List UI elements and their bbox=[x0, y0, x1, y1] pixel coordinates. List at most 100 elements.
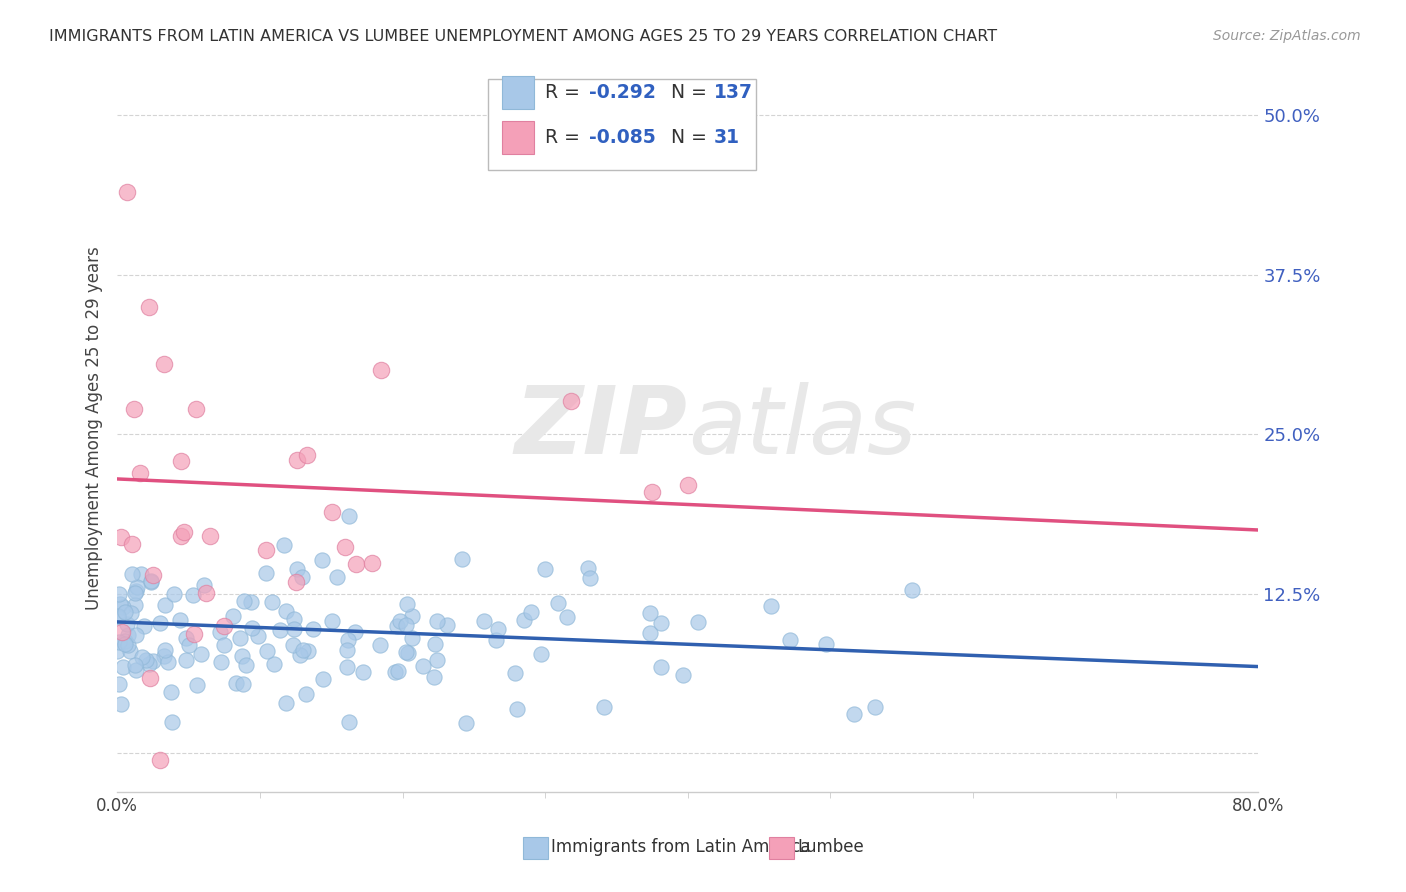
Text: R =: R = bbox=[546, 128, 586, 146]
Point bbox=[394, 618, 416, 632]
Point bbox=[395, 645, 418, 659]
Point bbox=[209, 624, 232, 639]
Point bbox=[125, 583, 148, 598]
Point bbox=[163, 587, 186, 601]
Point bbox=[485, 632, 508, 647]
Point bbox=[283, 638, 305, 652]
FancyBboxPatch shape bbox=[488, 78, 756, 169]
Point bbox=[472, 614, 495, 628]
Point bbox=[212, 639, 235, 653]
Point bbox=[138, 657, 160, 672]
Point bbox=[108, 597, 131, 611]
Point bbox=[124, 658, 146, 673]
Point bbox=[759, 599, 782, 614]
Point bbox=[426, 615, 449, 629]
Point bbox=[576, 561, 599, 575]
Point bbox=[396, 646, 419, 660]
Point bbox=[125, 580, 148, 594]
Point bbox=[352, 665, 374, 679]
Point bbox=[149, 616, 172, 631]
Point bbox=[107, 609, 129, 624]
Point bbox=[184, 401, 207, 416]
Point bbox=[368, 639, 391, 653]
Point bbox=[336, 632, 359, 647]
Point bbox=[256, 643, 278, 657]
Point bbox=[114, 637, 136, 651]
Point bbox=[114, 633, 136, 648]
Point bbox=[138, 300, 160, 314]
Point bbox=[114, 605, 136, 619]
Text: 31: 31 bbox=[714, 128, 740, 146]
Point bbox=[124, 586, 146, 600]
Point bbox=[384, 665, 406, 680]
Point bbox=[326, 570, 349, 584]
Point bbox=[124, 663, 146, 677]
Point bbox=[555, 610, 578, 624]
Point bbox=[111, 599, 134, 614]
Point bbox=[183, 627, 205, 641]
Point bbox=[297, 644, 319, 658]
Point bbox=[108, 634, 131, 648]
Point bbox=[401, 631, 423, 645]
Point bbox=[110, 697, 132, 711]
Point bbox=[638, 606, 661, 620]
Point bbox=[260, 595, 283, 609]
Point bbox=[235, 658, 257, 673]
Point bbox=[160, 684, 183, 698]
Point bbox=[120, 607, 142, 621]
Point bbox=[503, 665, 526, 680]
Point bbox=[292, 643, 315, 657]
Point bbox=[534, 562, 557, 576]
Point bbox=[193, 578, 215, 592]
Point bbox=[194, 586, 217, 600]
Point bbox=[530, 648, 553, 662]
Point bbox=[294, 687, 316, 701]
Point bbox=[153, 357, 176, 371]
Point bbox=[344, 625, 367, 640]
FancyBboxPatch shape bbox=[502, 120, 534, 153]
Point bbox=[285, 452, 308, 467]
Point bbox=[132, 619, 155, 633]
Point bbox=[337, 509, 360, 524]
Text: 137: 137 bbox=[714, 83, 754, 103]
Y-axis label: Unemployment Among Ages 25 to 29 years: Unemployment Among Ages 25 to 29 years bbox=[86, 246, 103, 610]
Point bbox=[231, 648, 253, 663]
Point bbox=[456, 715, 478, 730]
Point bbox=[578, 571, 600, 585]
Point bbox=[121, 537, 143, 551]
Point bbox=[638, 626, 661, 640]
Point bbox=[336, 660, 359, 674]
Text: N =: N = bbox=[671, 83, 713, 103]
Point bbox=[186, 678, 208, 692]
Point bbox=[181, 588, 204, 602]
Point bbox=[311, 553, 333, 567]
Point bbox=[212, 619, 235, 633]
Point bbox=[115, 617, 138, 632]
Point bbox=[297, 448, 319, 462]
Point bbox=[592, 699, 614, 714]
Point bbox=[117, 638, 139, 652]
Point bbox=[387, 664, 409, 678]
Point bbox=[110, 529, 132, 543]
Point bbox=[269, 623, 291, 637]
Point bbox=[107, 587, 129, 601]
Point bbox=[153, 599, 176, 613]
Point bbox=[283, 623, 305, 637]
Point bbox=[285, 574, 308, 589]
Point bbox=[301, 623, 323, 637]
Point bbox=[337, 715, 360, 730]
Point bbox=[370, 363, 392, 377]
Point bbox=[160, 715, 183, 730]
Point bbox=[247, 629, 270, 643]
Point bbox=[124, 401, 146, 416]
FancyBboxPatch shape bbox=[502, 77, 534, 109]
Point bbox=[274, 604, 297, 618]
Text: Immigrants from Latin America: Immigrants from Latin America bbox=[551, 838, 810, 856]
Point bbox=[273, 538, 295, 552]
Point bbox=[396, 598, 419, 612]
Point bbox=[901, 582, 924, 597]
Point bbox=[344, 558, 367, 572]
Point bbox=[139, 574, 162, 588]
Point bbox=[198, 529, 221, 543]
Point bbox=[676, 478, 699, 492]
